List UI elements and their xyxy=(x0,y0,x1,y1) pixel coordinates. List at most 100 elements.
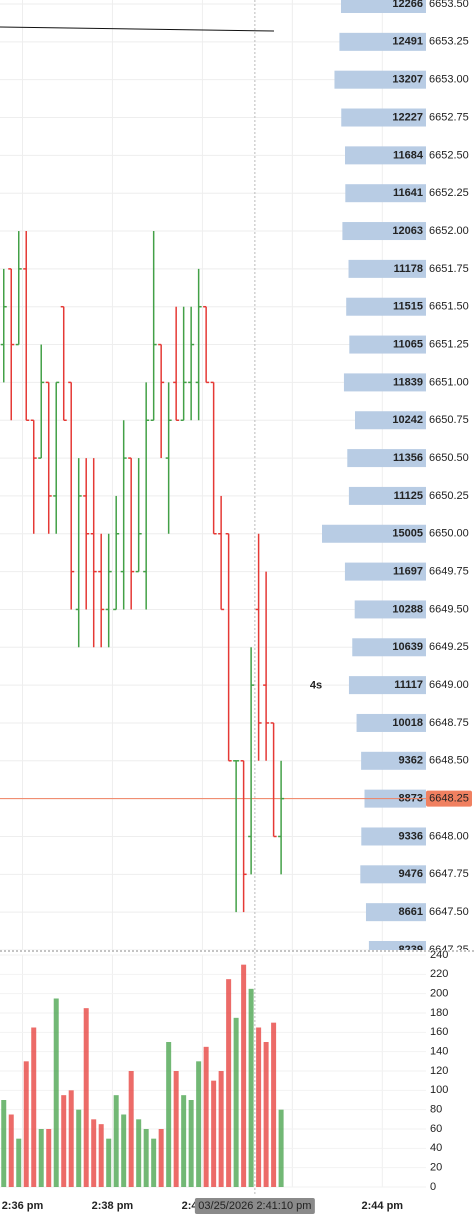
y-tick-label: 6651.50 xyxy=(429,301,469,313)
profile-bar xyxy=(354,600,426,619)
profile-label: 11684 xyxy=(393,149,424,161)
volume-tick-label: 60 xyxy=(430,1123,442,1135)
y-tick-label: 6647.50 xyxy=(429,906,469,918)
volume-bar xyxy=(76,1109,82,1187)
profile-bar xyxy=(347,449,426,468)
volume-bar xyxy=(263,1042,269,1187)
volume-bar xyxy=(256,1027,262,1187)
profile-bar xyxy=(339,32,426,51)
crosshair-label: 03/25/2026 2:41:10 pm xyxy=(198,1200,311,1212)
volume-tick-label: 240 xyxy=(430,949,448,961)
profile-bar xyxy=(346,297,426,316)
profile-label: 11356 xyxy=(393,452,423,464)
volume-tick-label: 100 xyxy=(430,1084,448,1096)
y-tick-label: 6653.25 xyxy=(429,36,469,48)
y-tick-label: 6652.25 xyxy=(429,187,469,199)
volume-bar xyxy=(8,1114,14,1187)
profile-bar xyxy=(342,222,426,241)
profile-label: 11839 xyxy=(393,376,423,388)
profile-bar xyxy=(365,903,426,922)
volume-bar xyxy=(188,1100,194,1187)
volume-bar xyxy=(211,1080,217,1187)
volume-tick-label: 120 xyxy=(430,1065,448,1077)
volume-bar xyxy=(233,1017,239,1187)
volume-bar xyxy=(91,1119,97,1187)
volume-bar xyxy=(226,979,232,1187)
countdown: 4s xyxy=(310,680,322,692)
profile-label: 10242 xyxy=(392,414,423,426)
y-tick-label: 6651.25 xyxy=(429,338,469,350)
volume-tick-label: 0 xyxy=(430,1181,436,1193)
profile-label: 12227 xyxy=(392,111,423,123)
profile-label: 11117 xyxy=(394,679,423,691)
crosshair-box xyxy=(194,1198,315,1214)
drawn-line xyxy=(0,26,275,32)
volume-bar xyxy=(121,1114,127,1187)
profile-bar xyxy=(361,827,426,846)
profile-label: 8661 xyxy=(399,906,423,918)
x-tick-label: 2:38 pm xyxy=(92,1200,134,1212)
profile-label: 11515 xyxy=(393,301,423,313)
profile-label: 13207 xyxy=(392,74,423,86)
profile-bar xyxy=(344,562,426,581)
volume-panel: 0 20 40 60 80 100 120 140 160 180 200 220 240 xyxy=(0,949,448,1193)
profile-bar xyxy=(343,373,426,392)
volume-bar xyxy=(271,1022,277,1187)
y-tick-label: 6652.75 xyxy=(429,111,469,123)
y-tick-label: 6649.50 xyxy=(429,603,469,615)
volume-bar xyxy=(31,1027,37,1187)
volume-bar xyxy=(61,1095,67,1187)
profile-bar xyxy=(348,259,426,278)
price-panel: 12266 6653.50 12491 6653.25 13207 6653.00 1222… xyxy=(0,0,472,956)
profile-bar xyxy=(355,411,426,430)
y-tick-label: 6647.75 xyxy=(429,868,469,880)
profile-label: 8239 xyxy=(399,944,423,956)
volume-bar xyxy=(248,988,254,1187)
volume-bar xyxy=(278,1109,284,1187)
volume-tick-label: 20 xyxy=(430,1162,442,1174)
profile-label: 11065 xyxy=(393,338,423,350)
y-tick-label: 6653.00 xyxy=(429,74,469,86)
volume-tick-label: 180 xyxy=(430,1007,448,1019)
profile-bar xyxy=(334,70,426,89)
profile-label: 9362 xyxy=(399,755,423,767)
y-tick-label: 6651.75 xyxy=(429,263,469,275)
profile-label: 9476 xyxy=(399,868,423,880)
volume-bar xyxy=(53,998,59,1187)
profile-bar xyxy=(349,335,426,354)
profile-label: 10639 xyxy=(392,641,423,653)
profile-label: 11641 xyxy=(393,187,423,199)
profile-bar xyxy=(345,146,426,165)
profile-bar xyxy=(356,713,426,732)
volume-bar xyxy=(46,1129,52,1187)
volume-bar xyxy=(166,1042,172,1187)
y-tick-label: 6653.50 xyxy=(429,0,469,10)
volume-bar xyxy=(143,1129,149,1187)
volume-bar xyxy=(68,1090,74,1187)
profile-bar xyxy=(345,184,426,203)
last-price-box xyxy=(426,790,472,807)
profile-bar xyxy=(322,524,426,543)
volume-bar xyxy=(106,1138,112,1187)
profile-label: 9336 xyxy=(399,830,423,842)
y-tick-label: 6651.00 xyxy=(429,376,469,388)
y-tick-label: 6650.75 xyxy=(429,414,469,426)
volume-bar xyxy=(83,1008,89,1187)
profile-bar xyxy=(352,638,426,657)
y-tick-label: 6650.25 xyxy=(429,490,469,502)
profile-label: 11178 xyxy=(394,263,423,275)
volume-tick-label: 80 xyxy=(430,1104,442,1116)
y-tick-label: 6650.00 xyxy=(429,528,469,540)
volume-bar xyxy=(16,1138,22,1187)
profile-bar xyxy=(360,865,426,884)
volume-bar xyxy=(196,1061,202,1187)
profile-bar xyxy=(368,941,426,950)
volume-tick-label: 220 xyxy=(430,968,448,980)
volume-tick-label: 200 xyxy=(430,988,448,1000)
profile-bar xyxy=(348,676,426,695)
y-tick-label: 6652.00 xyxy=(429,225,469,237)
profile-label: 15005 xyxy=(392,528,423,540)
y-tick-label: 6649.25 xyxy=(429,641,469,653)
